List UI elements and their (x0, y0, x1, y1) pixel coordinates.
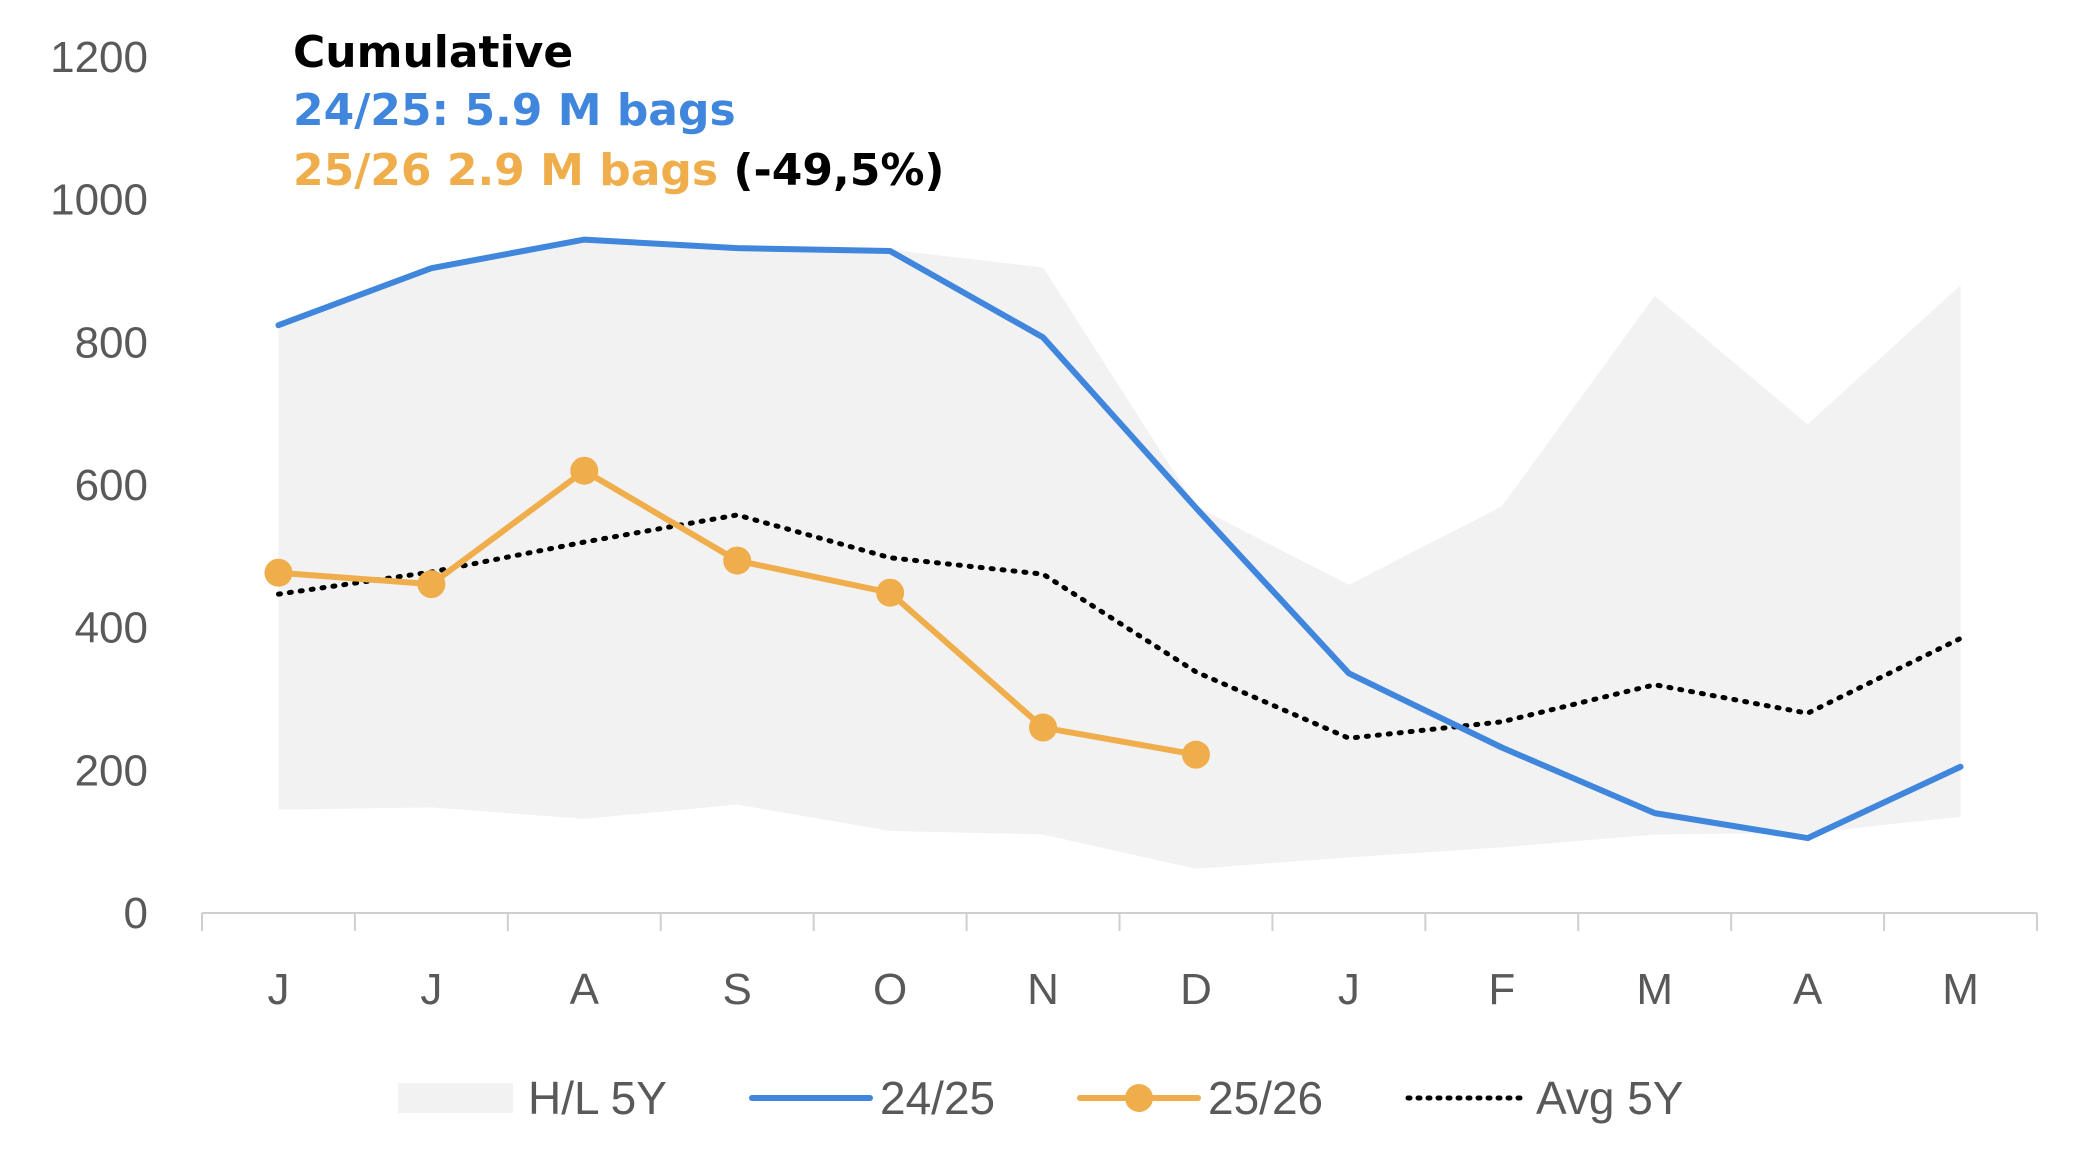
series-2526-point (876, 578, 905, 607)
x-tick-label: S (723, 965, 752, 1014)
x-tick-label: O (873, 965, 907, 1014)
legend-band-swatch (398, 1083, 513, 1113)
series-2526-point (1029, 713, 1058, 742)
series-2425-line (275, 236, 1964, 842)
legend-band-label: H/L 5Y (528, 1072, 667, 1124)
legend-avg-label: Avg 5Y (1536, 1072, 1683, 1124)
x-tick-label: D (1180, 965, 1212, 1014)
x-tick-label: J (267, 965, 289, 1014)
series-avg-5y-line (275, 512, 1964, 741)
x-tick-label: F (1488, 965, 1515, 1014)
y-tick-label: 1000 (50, 176, 148, 225)
y-tick-label: 400 (75, 604, 148, 653)
series-2526-point (417, 570, 446, 599)
y-tick-label: 200 (75, 746, 148, 795)
series-2526-point (570, 456, 599, 485)
annotation-2425: 24/25: 5.9 M bags (293, 85, 736, 136)
annotation-2526-value: 25/26 2.9 M bags (293, 145, 718, 196)
series-layer (264, 236, 1964, 842)
x-tick-label: N (1027, 965, 1059, 1014)
series-2526-point (264, 558, 293, 587)
x-tick-label: J (420, 965, 442, 1014)
x-tick-label: M (1942, 965, 1979, 1014)
y-tick-label: 800 (75, 318, 148, 367)
legend-2425-label: 24/25 (880, 1072, 995, 1124)
annotation-title: Cumulative (293, 27, 573, 78)
x-tick-label: M (1636, 965, 1673, 1014)
annotation: Cumulative 24/25: 5.9 M bags 25/26 2.9 M… (293, 27, 945, 196)
y-tick-label: 600 (75, 461, 148, 510)
series-2526-point (723, 546, 752, 575)
x-tick-label: A (1793, 965, 1823, 1014)
annotation-2526: 25/26 2.9 M bags (-49,5%) (293, 145, 945, 196)
y-tick-label: 1200 (50, 33, 148, 82)
legend: H/L 5Y 24/25 25/26 Avg 5Y (398, 1072, 1683, 1124)
legend-2526-marker (1125, 1084, 1153, 1112)
legend-2526-label: 25/26 (1208, 1072, 1323, 1124)
x-tick-label: J (1338, 965, 1360, 1014)
axis-layer: J J A S O N D J F M A M 0 200 400 600 800 1000 1200 (50, 33, 2038, 1014)
y-tick-label: 0 (124, 889, 148, 938)
x-tick-label: A (570, 965, 600, 1014)
annotation-2526-change: (-49,5%) (718, 145, 944, 196)
series-2526-point (1181, 740, 1210, 769)
